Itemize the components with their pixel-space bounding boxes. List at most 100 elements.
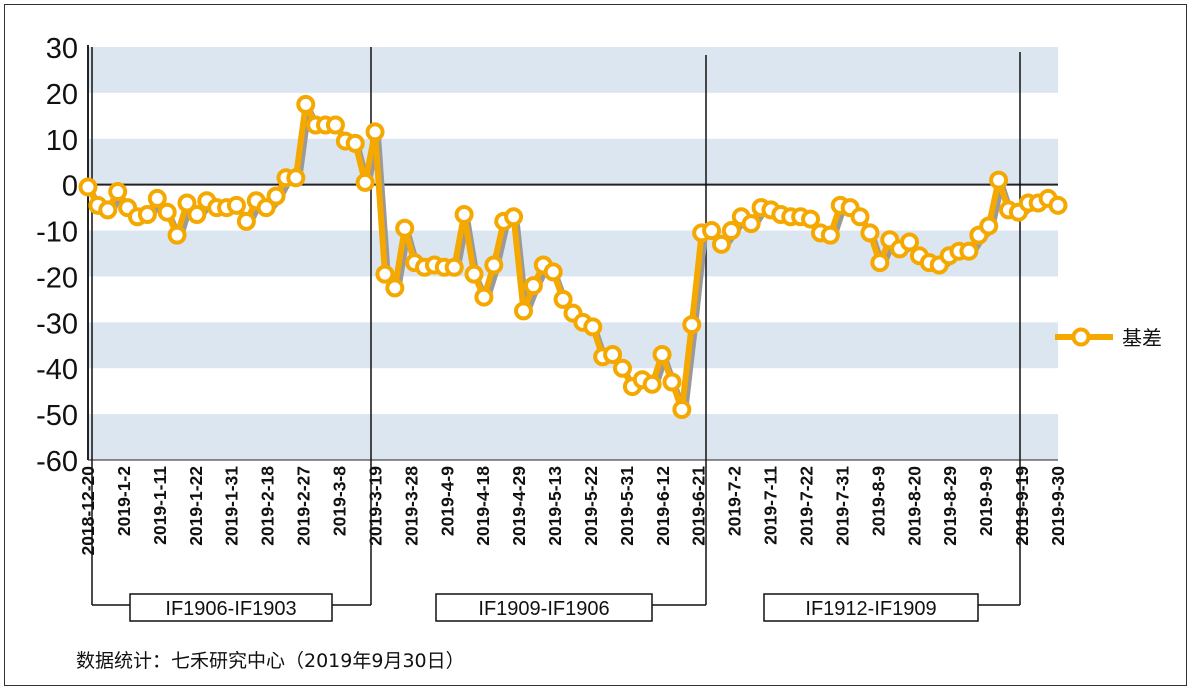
data-point	[355, 172, 375, 192]
data-point	[682, 315, 702, 335]
x-tick-label: 2019-8-9	[868, 466, 888, 536]
data-point	[820, 225, 840, 245]
data-point	[177, 193, 197, 213]
data-point	[711, 234, 731, 254]
data-point	[900, 232, 920, 252]
data-point	[652, 344, 672, 364]
contract-label-box	[763, 593, 979, 622]
data-point	[444, 257, 464, 277]
x-tick-label: 2019-1-22	[186, 466, 206, 546]
contract-label-box	[129, 593, 333, 622]
data-point	[375, 264, 395, 284]
data-point	[474, 287, 494, 307]
x-tick-label: 2018-12-20	[78, 466, 98, 556]
data-point	[98, 200, 118, 220]
data-point	[612, 358, 632, 378]
data-point	[395, 218, 415, 238]
grid-band	[88, 47, 1058, 93]
x-tick-label: 2019-4-18	[473, 466, 493, 546]
x-tick-label: 2019-1-31	[222, 466, 242, 546]
grid-band	[88, 322, 1058, 369]
x-tick-label: 2019-7-2	[725, 466, 745, 536]
data-point	[603, 344, 623, 364]
x-tick-label: 2019-3-28	[401, 466, 421, 546]
y-tick-label: 10	[46, 125, 78, 157]
y-tick-label: 30	[46, 33, 78, 65]
contract-label: IF1909-IF1906	[478, 598, 609, 620]
data-point	[523, 276, 543, 296]
data-point	[226, 195, 246, 215]
x-tick-label: 2019-1-2	[114, 466, 134, 536]
data-point	[187, 204, 207, 224]
x-tick-label: 2019-9-19	[1012, 466, 1032, 546]
data-point	[702, 221, 722, 241]
y-tick-label: -30	[36, 308, 78, 340]
data-point	[108, 182, 128, 202]
x-tick-label: 2019-5-22	[581, 466, 601, 546]
data-point	[543, 262, 563, 282]
data-point	[514, 301, 534, 321]
source-note: 数据统计：七禾研究中心（2019年9月30日）	[76, 650, 465, 672]
x-tick-label: 2019-7-22	[797, 466, 817, 546]
data-point	[236, 211, 256, 231]
data-point	[167, 225, 187, 245]
contract-label: IF1906-IF1903	[165, 598, 296, 620]
data-point	[296, 94, 316, 114]
data-point	[672, 400, 692, 420]
x-tick-label: 2019-4-9	[437, 466, 457, 536]
data-point	[870, 253, 890, 273]
y-tick-label: -60	[36, 446, 78, 478]
data-point	[583, 317, 603, 337]
x-tick-label: 2019-9-30	[1048, 466, 1068, 546]
x-tick-label: 2019-2-18	[258, 466, 278, 546]
x-tick-label: 2019-6-21	[689, 466, 709, 546]
data-point	[137, 204, 157, 224]
x-tick-label: 2019-5-31	[617, 466, 637, 546]
legend-marker	[1071, 327, 1091, 347]
grid-band	[88, 414, 1058, 460]
contract-label: IF1912-IF1909	[805, 598, 936, 620]
x-tick-label: 2019-2-27	[294, 466, 314, 546]
data-point	[484, 255, 504, 275]
data-point	[979, 216, 999, 236]
legend-label: 基差	[1122, 326, 1162, 350]
data-point	[147, 188, 167, 208]
y-tick-label: -50	[36, 400, 78, 432]
x-tick-label: 2019-4-29	[509, 466, 529, 546]
x-tick-label: 2019-6-12	[653, 466, 673, 546]
x-tick-label: 2019-5-13	[545, 466, 565, 546]
data-point	[642, 374, 662, 394]
data-point	[345, 133, 365, 153]
y-tick-label: -10	[36, 217, 78, 249]
x-tick-label: 2019-3-19	[365, 466, 385, 546]
data-point	[78, 177, 98, 197]
x-tick-label: 2019-1-11	[150, 466, 170, 545]
data-point	[721, 221, 741, 241]
grid-band	[88, 138, 1058, 185]
data-point	[959, 241, 979, 261]
data-point	[286, 168, 306, 188]
y-tick-label: 20	[46, 79, 78, 111]
data-point	[454, 204, 474, 224]
x-tick-label: 2019-8-29	[940, 466, 960, 546]
data-point	[325, 115, 345, 135]
y-tick-label: -20	[36, 262, 78, 294]
data-point	[1048, 195, 1068, 215]
data-point	[662, 372, 682, 392]
data-point	[385, 278, 405, 298]
x-tick-label: 2019-3-8	[329, 466, 349, 536]
data-point	[553, 289, 573, 309]
data-point	[860, 223, 880, 243]
data-point	[801, 209, 821, 229]
data-point	[365, 122, 385, 142]
y-tick-label: 0	[62, 171, 78, 203]
x-tick-label: 2019-9-9	[976, 466, 996, 536]
data-point	[504, 207, 524, 227]
data-point	[157, 202, 177, 222]
data-point	[741, 214, 761, 234]
data-point	[464, 264, 484, 284]
x-tick-label: 2019-7-11	[761, 466, 781, 545]
data-point	[266, 186, 286, 206]
contract-label-box	[435, 593, 653, 622]
